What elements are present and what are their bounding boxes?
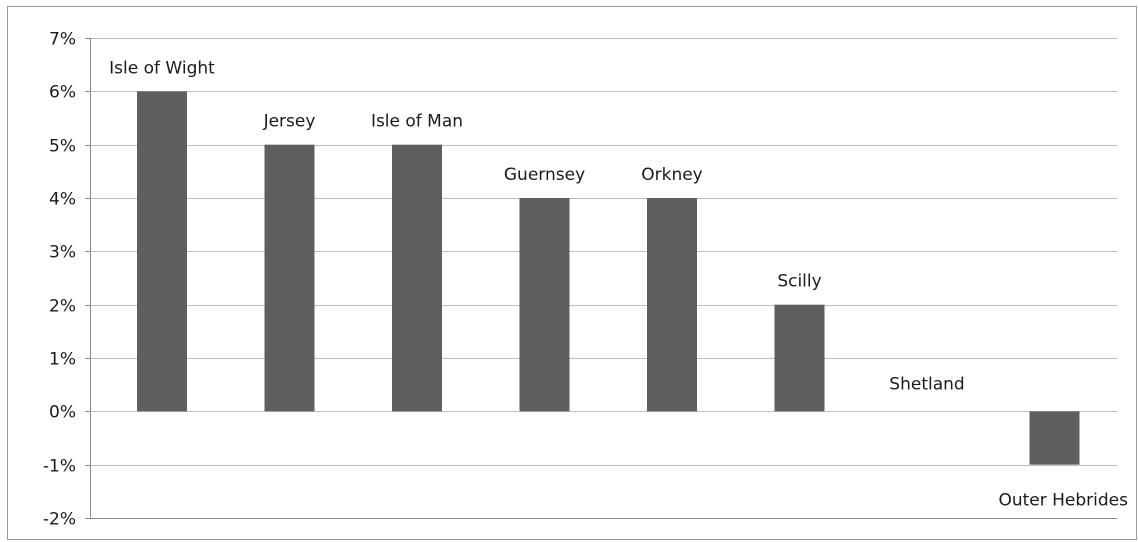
data-label: Outer Hebrides [998, 491, 1128, 511]
y-tick-label: -1% [43, 457, 76, 477]
y-tick-label: 2% [49, 297, 76, 317]
bar-orkney [647, 198, 697, 412]
gridlines [85, 38, 1117, 519]
y-tick-label: 7% [49, 30, 76, 50]
y-tick-label: 6% [49, 83, 76, 103]
bar-jersey [264, 144, 315, 412]
y-tick-label: 5% [49, 137, 76, 157]
data-label: Shetland [889, 374, 964, 394]
y-tick-label: 0% [49, 403, 76, 423]
y-axis-tick-labels: 7% 6% 5% 4% 3% 2% 1% 0% -1% -2% [43, 30, 76, 530]
data-label: Guernsey [504, 165, 585, 185]
bar-scilly [774, 304, 825, 412]
y-tick-label: 1% [49, 350, 76, 370]
data-label: Isle of Wight [109, 58, 215, 78]
data-label: Scilly [777, 272, 821, 292]
bar-outer-hebrides [1029, 411, 1080, 465]
bar-isle-of-wight [137, 91, 187, 412]
y-tick-label: -2% [43, 510, 76, 530]
bars [137, 91, 1080, 465]
chart-frame [7, 6, 1137, 540]
data-label: Orkney [641, 165, 703, 185]
data-label: Isle of Man [371, 112, 463, 132]
y-tick-label: 3% [49, 243, 76, 263]
y-tick-label: 4% [49, 190, 76, 210]
bar-isle-of-man [392, 144, 442, 412]
data-label: Jersey [263, 112, 316, 132]
bar-guernsey [519, 198, 570, 412]
data-labels: Isle of Wight Jersey Isle of Man Guernsey Or… [109, 58, 1128, 510]
